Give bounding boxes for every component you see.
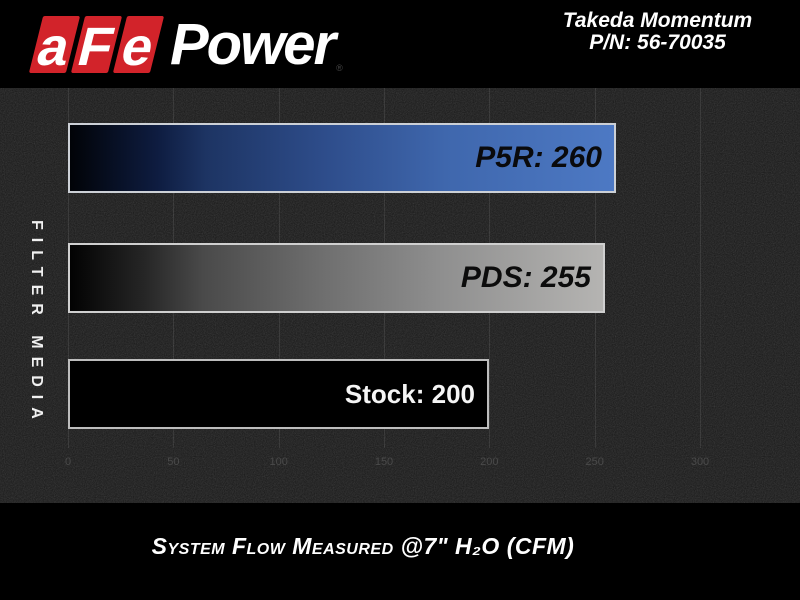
x-tick-label: 50 [167,456,180,468]
bar-p5r: P5R: 260 [68,123,616,193]
x-tick-label: 300 [690,456,710,468]
bar-label-stock: Stock: 200 [344,378,475,409]
y-axis-label: FILTER MEDIA [28,220,45,427]
bar-stock: Stock: 200 [68,359,489,429]
logo-tile-e: e [112,16,165,77]
x-tick-label: 150 [374,456,394,468]
flow-bar-chart: FILTER MEDIA P5R: 260 PDS: 255 Stock: 200 … [0,88,800,503]
x-tick-label: 200 [480,456,499,468]
product-name: Takeda Momentum [562,9,753,32]
grid-line [700,88,701,448]
header: a F e Power ® Takeda Momentum P/N: 56-70… [0,0,800,88]
logo-wordmark: Power [170,12,336,77]
product-part-number: P/N: 56-70035 [589,31,726,54]
footer: System Flow Measured @7" H₂O (CFM) [0,503,800,600]
x-tick-label: 100 [269,456,288,468]
x-tick-label: 0 [64,456,72,468]
bar-pds: PDS: 255 [68,243,605,313]
chart-title: System Flow Measured @7" H₂O (CFM) [151,533,575,559]
logo-letter-f: F [72,16,120,77]
bar-label-pds: PDS: 255 [460,261,591,294]
product-info: Takeda Momentum P/N: 56-70035 [545,10,770,54]
logo-letter-a: a [31,16,77,77]
afe-power-logo: a F e Power ® [28,11,343,77]
logo-letter-e: e [115,16,161,77]
bar-label-p5r: P5R: 260 [475,141,602,174]
x-tick-label: 250 [585,456,604,468]
registered-trademark-icon: ® [336,63,343,73]
